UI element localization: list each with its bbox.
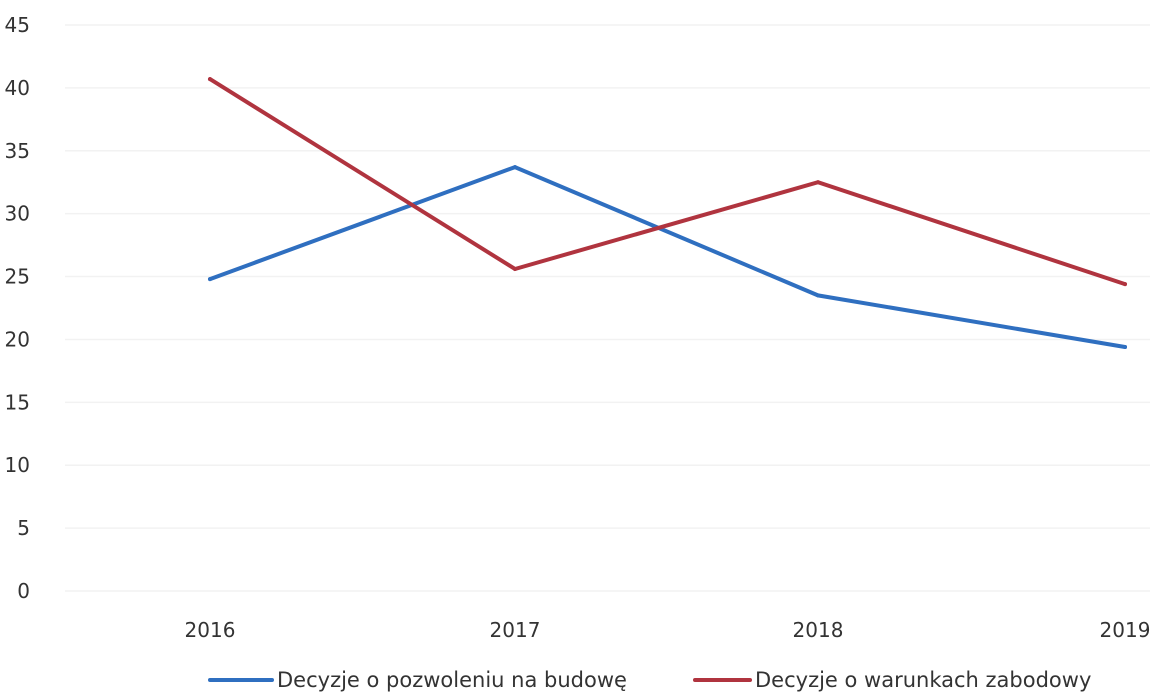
legend-item-1: Decyzje o pozwoleniu na budowę [208, 668, 627, 692]
legend: Decyzje o pozwoleniu na budowę Decyzje o … [208, 668, 1091, 692]
y-tick-label: 15 [5, 390, 30, 414]
y-tick-label: 35 [5, 139, 30, 163]
series-line-1 [208, 164, 1127, 349]
y-tick-label: 40 [5, 76, 30, 100]
x-tick-label: 2019 [1100, 618, 1151, 642]
legend-label: Decyzje o warunkach zabodowy [755, 668, 1091, 692]
y-tick-label: 5 [17, 516, 30, 540]
series-1-point [208, 277, 212, 282]
x-tick-label: 2018 [793, 618, 844, 642]
series-line-2 [208, 77, 1127, 287]
x-axis: 2016 2017 2018 2019 [185, 618, 1151, 642]
series-1-point [513, 165, 517, 170]
series-2-point [513, 267, 517, 271]
series-2-point [208, 77, 212, 82]
series-1-point [1123, 345, 1127, 349]
legend-label: Decyzje o pozwoleniu na budowę [277, 668, 627, 692]
y-tick-label: 0 [17, 579, 30, 603]
y-tick-label: 30 [5, 202, 30, 226]
series-lines [208, 77, 1127, 349]
y-tick-label: 25 [5, 265, 30, 289]
y-tick-label: 10 [5, 453, 30, 477]
series-1-point [816, 293, 820, 298]
legend-item-2: Decyzje o warunkach zabodowy [693, 668, 1091, 692]
x-tick-label: 2017 [490, 618, 541, 642]
y-tick-label: 20 [5, 327, 30, 351]
series-2-point [1123, 282, 1127, 287]
gridlines [65, 24, 1150, 592]
y-tick-label: 45 [5, 13, 30, 37]
x-tick-label: 2016 [185, 618, 236, 642]
series-2-point [816, 180, 820, 185]
y-axis: 0 5 10 15 20 25 30 35 40 45 [5, 13, 30, 603]
